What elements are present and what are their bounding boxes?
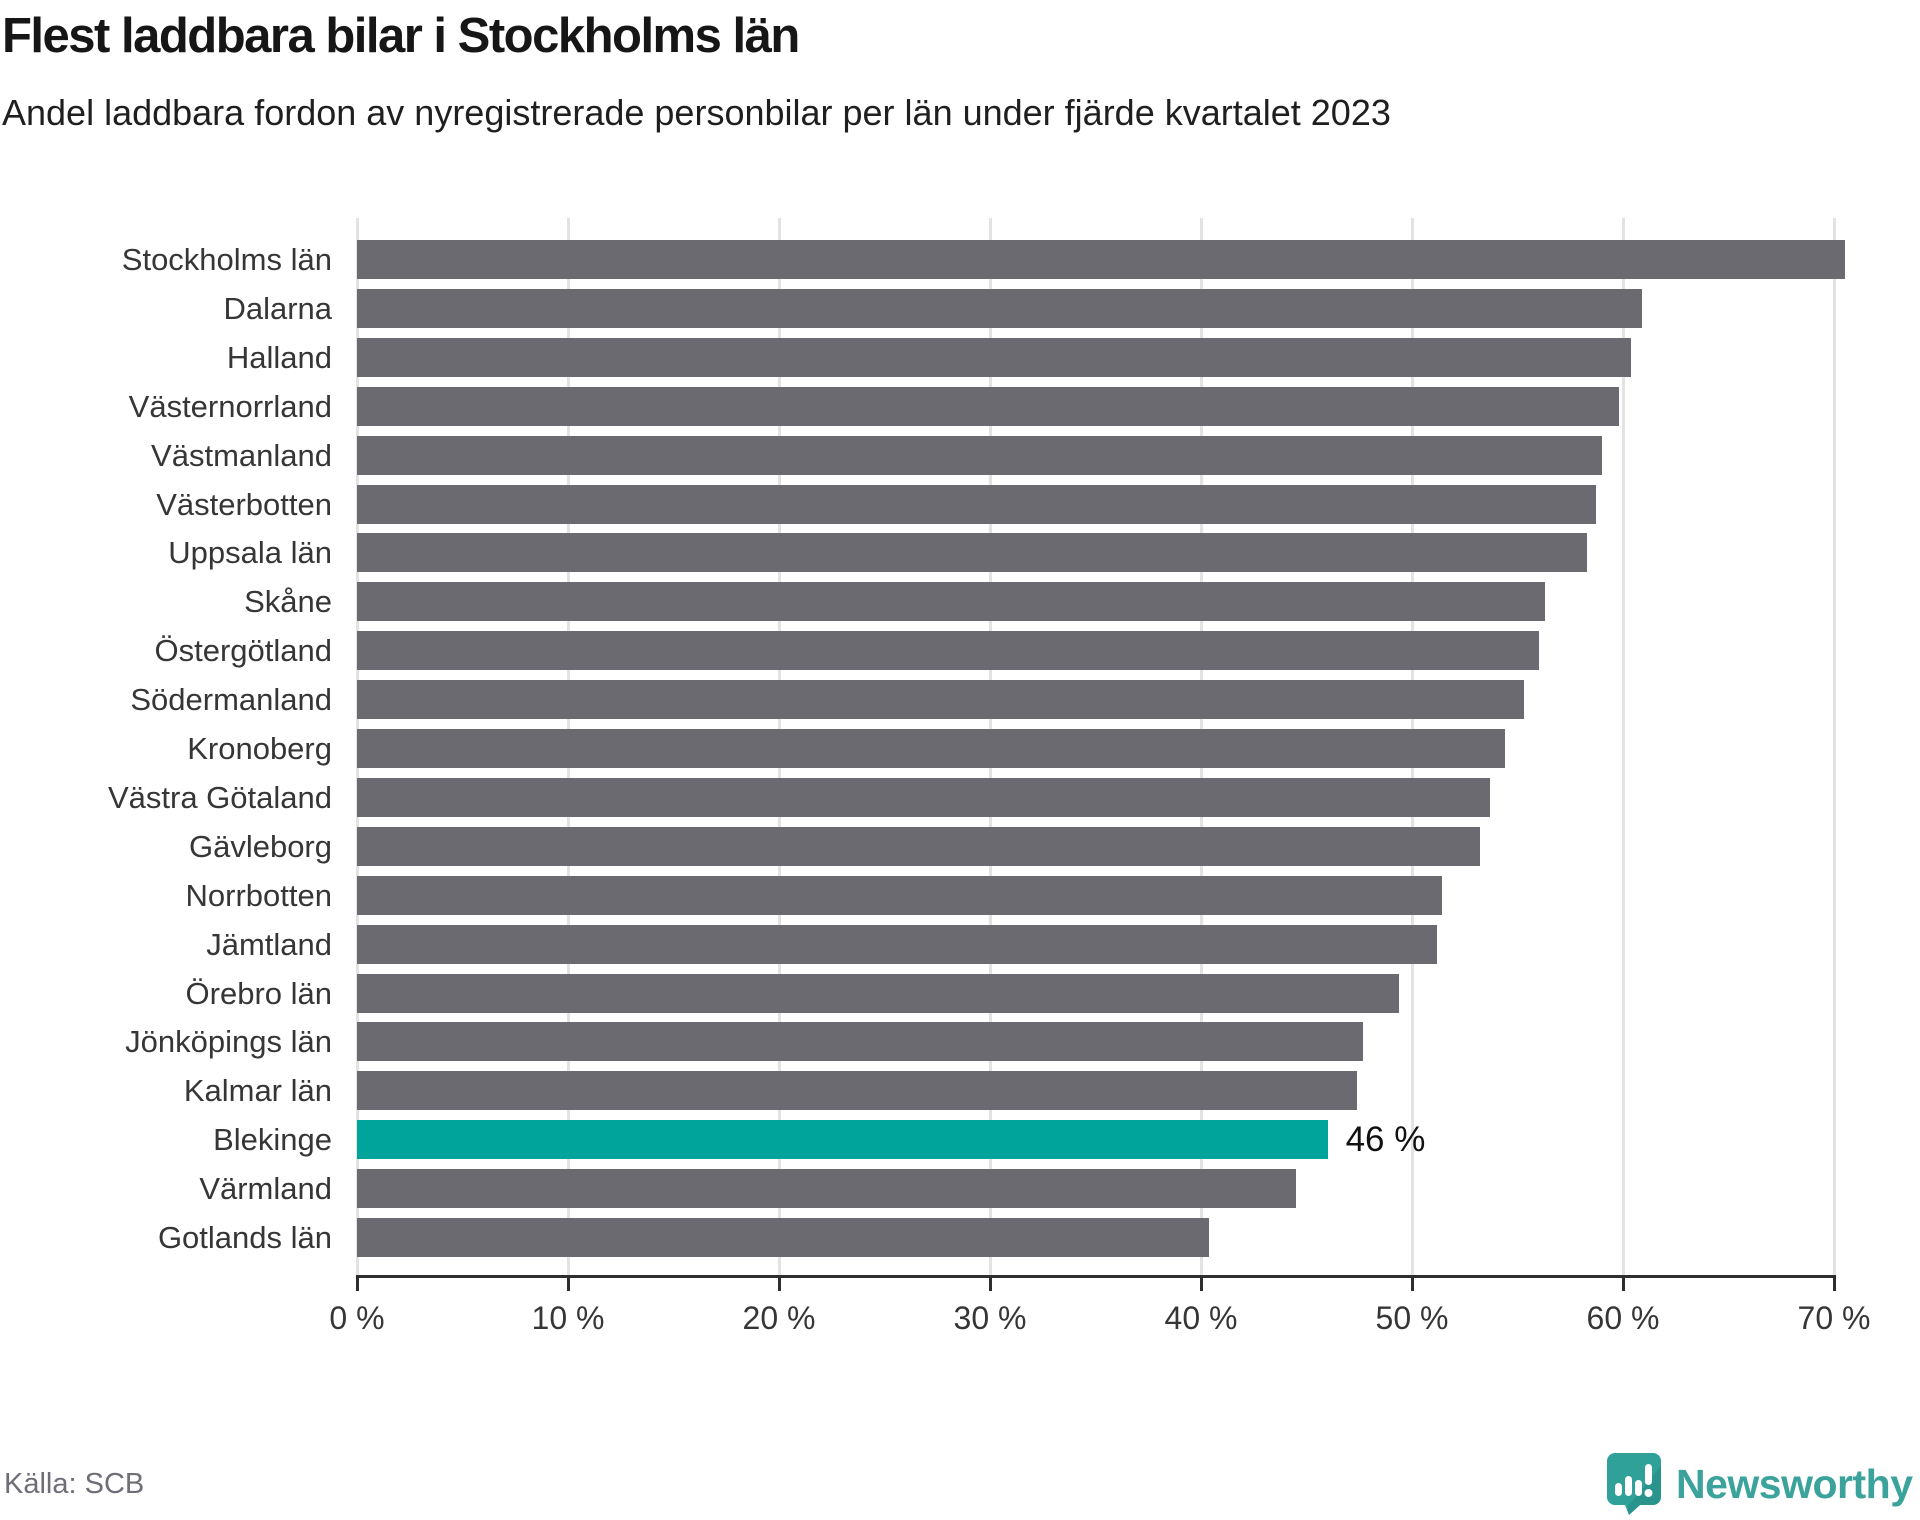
category-label: Norrbotten [185,877,332,913]
source-note: Källa: SCB [4,1468,145,1500]
bar [357,1218,1210,1257]
bar [357,582,1545,622]
category-label: Kalmar län [183,1073,332,1109]
brand-lockup: Newsworthy [1606,1452,1913,1516]
bar [357,777,1491,817]
bar [357,240,1845,279]
bar-chart-speech-bubble-icon [1607,1453,1661,1515]
category-label: Uppsala län [168,535,332,571]
bar [357,1169,1296,1209]
x-tick-label: 60 % [1586,1300,1660,1336]
bar [357,1022,1364,1062]
gridline [1621,218,1625,1277]
category-label: Gotlands län [157,1220,332,1255]
bar [357,386,1619,426]
bar [357,1071,1358,1111]
x-tick-label: 50 % [1375,1300,1449,1336]
axis-tick [1199,1278,1203,1291]
bar [357,484,1596,524]
bar [357,680,1524,720]
axis-tick [355,1278,359,1291]
axis-tick [1410,1278,1414,1291]
category-label: Jämtland [206,926,332,962]
category-label: Jönköpings län [125,1024,332,1060]
category-label: Södermanland [130,682,332,718]
bar [357,729,1505,768]
x-axis-line [355,1275,1836,1278]
x-tick-label: 30 % [953,1300,1027,1336]
category-label: Dalarna [223,290,332,326]
category-label: Blekinge [213,1122,332,1158]
x-tick-label: 70 % [1797,1300,1871,1336]
bar [357,533,1588,573]
category-label: Västernorrland [128,388,332,424]
bar [357,288,1642,328]
bar [357,875,1442,915]
x-tick-label: 10 % [531,1300,605,1336]
bar [357,973,1400,1013]
value-label: 46 % [1345,1120,1426,1160]
category-label: Kronoberg [187,731,332,766]
bar [357,924,1438,964]
bar [357,337,1632,377]
gridline [1832,218,1836,1277]
x-tick-label: 0 % [329,1300,385,1336]
category-label: Skåne [244,584,332,620]
chart-subtitle: Andel laddbara fordon av nyregistrerade … [2,92,1391,133]
axis-tick [1832,1278,1836,1291]
category-label: Västra Götaland [107,779,332,815]
category-label: Västmanland [151,437,332,473]
axis-tick [988,1278,992,1291]
x-tick-label: 20 % [742,1300,816,1336]
bar [357,435,1602,475]
category-label: Örebro län [185,975,332,1011]
highlight-bar [357,1120,1328,1160]
category-label: Stockholms län [121,242,332,277]
x-tick-label: 40 % [1164,1300,1238,1336]
bar [357,826,1480,866]
category-label: Östergötland [154,633,333,669]
category-label: Gävleborg [188,828,332,864]
axis-tick [566,1278,570,1291]
brand-name: Newsworthy [1676,1460,1913,1507]
category-label: Halland [226,339,332,375]
axis-tick [777,1278,781,1291]
category-label: Västerbotten [156,486,332,522]
bar [357,631,1539,671]
category-label: Värmland [199,1171,332,1207]
axis-tick [1621,1278,1625,1291]
chart-title: Flest laddbara bilar i Stockholms län [2,9,800,63]
